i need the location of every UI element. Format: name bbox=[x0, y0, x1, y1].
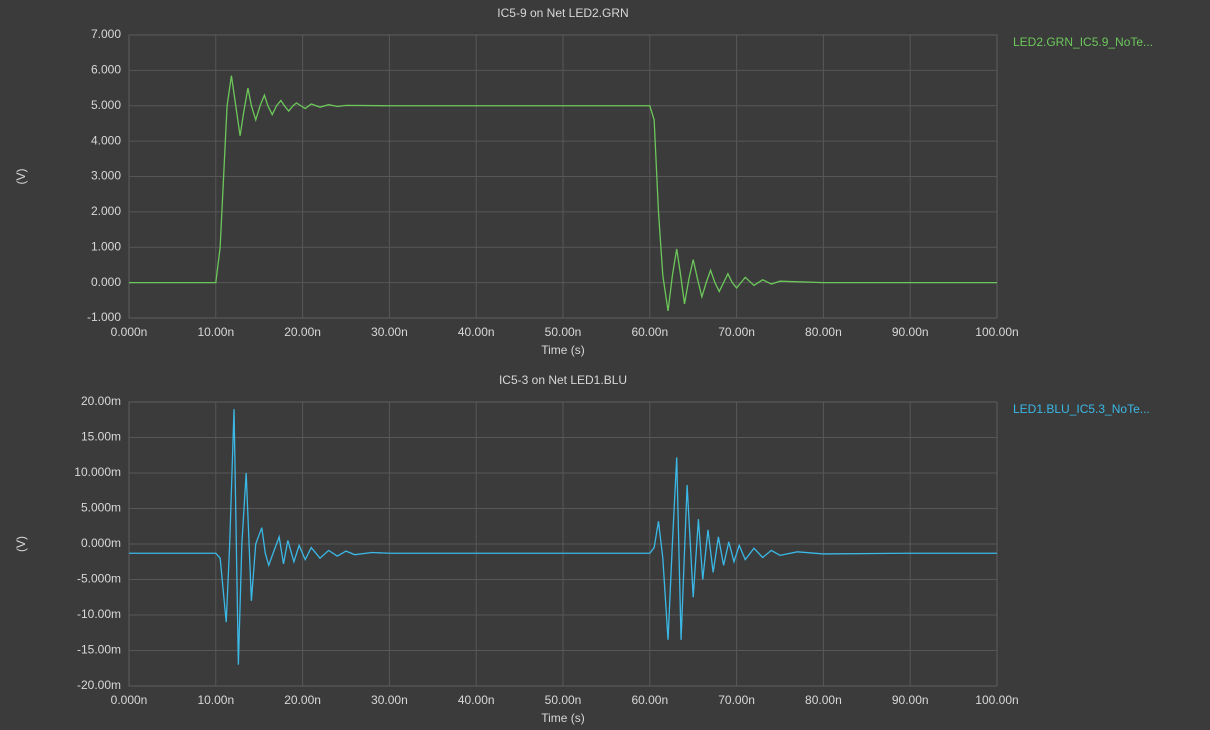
y-axis-label: (V) bbox=[14, 169, 28, 185]
y-tick-label: 7.000 bbox=[91, 27, 121, 41]
x-tick-label: 80.00n bbox=[805, 693, 842, 707]
x-tick-label: 100.00n bbox=[975, 693, 1018, 707]
x-tick-label: 60.00n bbox=[631, 325, 668, 339]
y-tick-label: 5.000 bbox=[91, 98, 121, 112]
x-tick-label: 30.00n bbox=[371, 693, 408, 707]
x-tick-label: 50.00n bbox=[545, 325, 582, 339]
y-tick-label: -1.000 bbox=[87, 310, 121, 324]
x-tick-label: 70.00n bbox=[718, 693, 755, 707]
y-axis-label: (V) bbox=[14, 536, 28, 552]
x-tick-label: 60.00n bbox=[631, 693, 668, 707]
y-tick-label: 15.00m bbox=[81, 430, 121, 444]
x-axis-label: Time (s) bbox=[541, 711, 585, 725]
x-tick-label: 20.00n bbox=[284, 325, 321, 339]
x-tick-label: 80.00n bbox=[805, 325, 842, 339]
y-tick-label: -10.00m bbox=[77, 607, 121, 621]
y-tick-label: 0.000 bbox=[91, 275, 121, 289]
waveform-line bbox=[129, 75, 997, 312]
y-tick-label: -5.000m bbox=[77, 572, 121, 586]
x-tick-label: 90.00n bbox=[892, 693, 929, 707]
y-tick-label: 4.000 bbox=[91, 133, 121, 147]
y-tick-label: 3.000 bbox=[91, 169, 121, 183]
legend-entry: LED1.BLU_IC5.3_NoTe... bbox=[1013, 402, 1150, 416]
y-tick-label: 2.000 bbox=[91, 204, 121, 218]
x-tick-label: 70.00n bbox=[718, 325, 755, 339]
y-tick-label: 1.000 bbox=[91, 239, 121, 253]
y-tick-label: 20.00m bbox=[81, 394, 121, 408]
y-tick-label: 5.000m bbox=[81, 501, 121, 515]
x-tick-label: 20.00n bbox=[284, 693, 321, 707]
waveform-line bbox=[129, 409, 997, 665]
x-tick-label: 10.00n bbox=[197, 693, 234, 707]
x-tick-label: 40.00n bbox=[458, 325, 495, 339]
x-tick-label: 0.000n bbox=[111, 693, 148, 707]
y-tick-label: -15.00m bbox=[77, 643, 121, 657]
y-tick-label: 6.000 bbox=[91, 63, 121, 77]
x-tick-label: 90.00n bbox=[892, 325, 929, 339]
x-tick-label: 0.000n bbox=[111, 325, 148, 339]
chart-title: IC5-3 on Net LED1.BLU bbox=[499, 373, 627, 387]
plot-frame bbox=[128, 401, 998, 687]
x-axis-label: Time (s) bbox=[541, 343, 585, 357]
legend-entry: LED2.GRN_IC5.9_NoTe... bbox=[1013, 35, 1153, 49]
x-tick-label: 50.00n bbox=[545, 693, 582, 707]
x-tick-label: 100.00n bbox=[975, 325, 1018, 339]
plot-frame bbox=[128, 34, 998, 319]
chart-title: IC5-9 on Net LED2.GRN bbox=[497, 6, 628, 20]
y-tick-label: 10.000m bbox=[74, 465, 121, 479]
y-tick-label: -20.00m bbox=[77, 678, 121, 692]
y-tick-label: 0.000m bbox=[81, 536, 121, 550]
x-tick-label: 40.00n bbox=[458, 693, 495, 707]
x-tick-label: 10.00n bbox=[197, 325, 234, 339]
x-tick-label: 30.00n bbox=[371, 325, 408, 339]
